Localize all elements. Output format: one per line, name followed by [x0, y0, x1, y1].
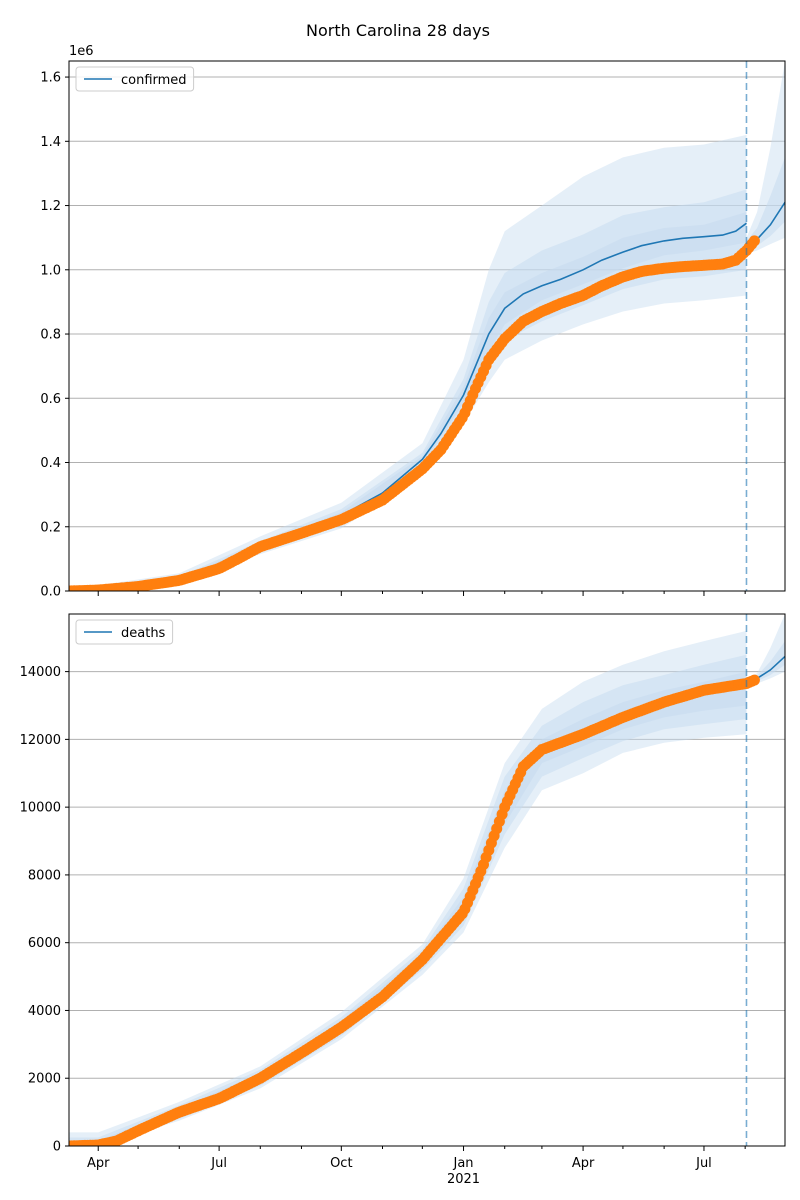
- x-tick-label: Apr: [572, 1156, 595, 1171]
- y-tick-label: 6000: [28, 936, 61, 951]
- y-tick-label: 0.0: [40, 585, 61, 600]
- y-tick-label: 0.6: [40, 392, 61, 407]
- deaths-panel: 0 2000 4000 6000 8000 10000 12000 14000 Apr Jul Oc…: [20, 613, 786, 1187]
- y-tick-label: 1.4: [40, 135, 61, 150]
- x-tick-label: Jan: [453, 1156, 474, 1171]
- x-year-label: 2021: [447, 1172, 480, 1187]
- observed-point: [748, 235, 760, 247]
- axes-frame: [68, 60, 786, 592]
- y-tick-label: 1.2: [40, 199, 61, 214]
- y-tick-label: 0.4: [40, 456, 61, 471]
- y-tick-label: 14000: [20, 665, 61, 680]
- confirmed-panel: 0.0 0.2 0.4 0.6 0.8 1.0 1.2 1.4 1.6 1e6 confirmed: [40, 44, 786, 600]
- y-tick-label: 2000: [28, 1072, 61, 1087]
- legend-box: [75, 66, 195, 92]
- uncertainty-band-forecast-inner: [746, 157, 785, 249]
- y-tick-label: 0.2: [40, 520, 61, 535]
- axes-frame: [68, 613, 786, 1147]
- y-tick-label: 1.0: [40, 263, 61, 278]
- uncertainty-band-inner: [69, 212, 747, 591]
- y-tick-label: 12000: [20, 733, 61, 748]
- observed-point: [748, 674, 760, 686]
- legend: confirmed: [75, 66, 195, 92]
- legend-label: deaths: [121, 626, 166, 641]
- y-tick-label: 0: [53, 1140, 61, 1155]
- legend-box: [75, 619, 174, 645]
- y-tick-label: 10000: [20, 801, 61, 816]
- y-tick-label: 4000: [28, 1004, 61, 1019]
- y-tick-label: 8000: [28, 868, 61, 883]
- plot-area: [69, 61, 785, 591]
- x-tick-label: Apr: [87, 1156, 110, 1171]
- y-tick-label: 0.8: [40, 328, 61, 343]
- chart-title: North Carolina 28 days: [306, 21, 490, 40]
- x-tick-label: Oct: [330, 1156, 352, 1171]
- x-tick-label: Jul: [695, 1156, 712, 1171]
- legend-label: confirmed: [121, 73, 187, 88]
- legend: deaths: [75, 619, 174, 645]
- y-tick-label: 1.6: [40, 71, 61, 86]
- uncertainty-band-middle: [69, 189, 747, 591]
- y-offset-label: 1e6: [69, 44, 94, 59]
- observed-points: [69, 674, 760, 1146]
- observed-points: [69, 235, 760, 591]
- x-tick-label: Jul: [210, 1156, 227, 1171]
- plot-area: [69, 614, 785, 1146]
